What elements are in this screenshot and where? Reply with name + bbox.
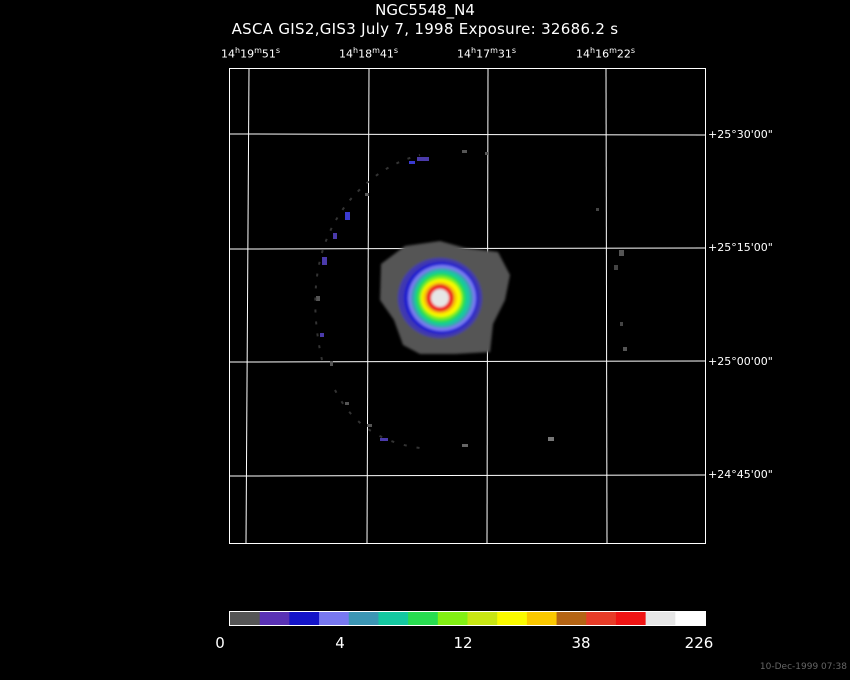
colorbar-cell [378,612,409,625]
colorbar-cell [497,612,528,625]
colorbar-cell [230,612,261,625]
colorbar-cell [675,612,706,625]
dec-label-2: +25°15'00" [708,241,773,254]
colorbar-cell [259,612,290,625]
image-frame [229,68,706,544]
colorbar-cell [615,612,647,625]
ra-label-1: 14h19m51s [221,46,281,61]
ra-label-2: 14h18m41s [339,46,399,61]
ra-label-4: 14h16m22s [576,46,636,61]
colorbar-cell [348,612,379,625]
xray-source-blob [380,241,510,354]
dec-label-3: +25°00'00" [708,355,773,368]
colorbar-cell [408,612,439,625]
colorbar-label-4: 38 [571,634,591,652]
timestamp: 10-Dec-1999 07:38 [759,662,847,672]
dec-label-1: +25°30'00" [708,128,773,141]
colorbar-cell [586,612,617,625]
detector-ring-speckles [316,150,627,447]
colorbar-cell [526,612,558,625]
colorbar-label-3: 12 [453,634,473,652]
colorbar-label-2: 4 [335,634,345,652]
colorbar-cell [289,612,320,625]
ra-label-3: 14h17m31s [457,46,517,61]
colorbar-label-min: 0 [215,634,225,652]
colorbar-cell [437,612,468,625]
colorbar-cell [556,612,587,625]
colorbar-cell [645,612,676,625]
dec-label-4: +24°45'00" [708,468,773,481]
colorbar-cell [319,612,350,625]
image-title: NGC5548_N4 [375,1,475,19]
colorbar-label-max: 226 [684,634,714,652]
image-subtitle: ASCA GIS2,GIS3 July 7, 1998 Exposure: 32… [231,20,619,38]
colorbar-cell [467,612,498,625]
